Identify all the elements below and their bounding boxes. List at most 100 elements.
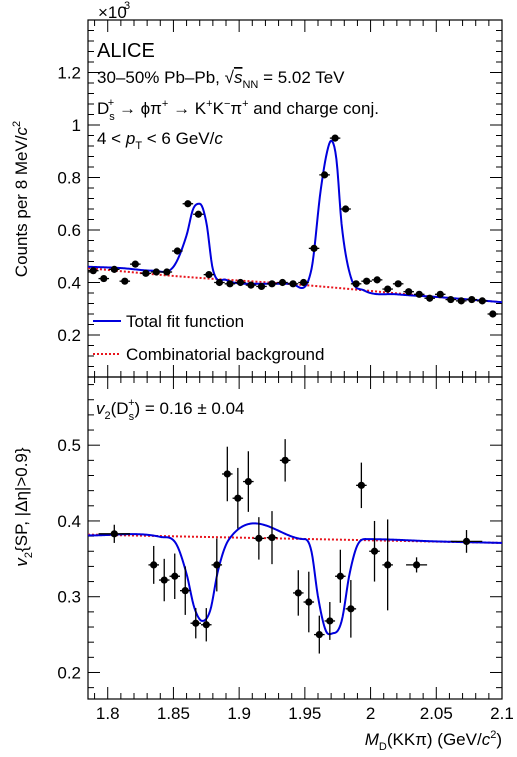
top-data-point	[487, 310, 499, 318]
top-data-point	[361, 277, 372, 285]
x-tick-label: 1.9	[227, 704, 251, 723]
top-data-point	[371, 276, 383, 284]
top-data-point	[477, 297, 488, 305]
top-data-point	[130, 260, 141, 268]
data-marker	[289, 280, 297, 288]
bottom-data-point	[293, 570, 304, 616]
data-marker	[294, 589, 302, 597]
data-marker	[373, 276, 381, 284]
x-axis-title: MD(KKπ) (GeV/c2)	[365, 729, 502, 753]
bottom-data-point	[335, 549, 346, 603]
data-marker	[226, 280, 234, 288]
top-data-point	[224, 280, 236, 288]
top-data-point	[151, 268, 162, 276]
data-marker	[171, 572, 179, 580]
bottom-data-point	[232, 467, 244, 529]
bottom-data-point	[201, 608, 212, 642]
data-marker	[142, 269, 150, 277]
data-marker	[462, 537, 471, 546]
data-marker	[320, 171, 329, 179]
data-marker	[457, 297, 465, 305]
top-data-point	[298, 278, 309, 287]
top-data-point	[434, 290, 446, 298]
collision-system-label: 30–50% Pb–Pb, √sNN = 5.02 TeV	[97, 68, 345, 91]
bottom-data-point	[314, 615, 325, 654]
data-marker	[268, 280, 276, 288]
bottom-data-point	[369, 520, 380, 582]
top-data-point	[109, 265, 120, 273]
data-marker	[205, 271, 213, 279]
data-marker	[436, 290, 444, 298]
data-marker	[247, 281, 255, 289]
top-fit-curves	[87, 139, 503, 304]
top-data-point	[182, 200, 194, 208]
data-marker	[110, 265, 118, 273]
bottom-data-point	[279, 439, 291, 482]
bottom-total-fit-curve	[87, 522, 503, 636]
data-marker	[384, 285, 392, 293]
top-data-point	[266, 280, 278, 288]
bottom-data-points	[98, 439, 483, 654]
bottom-data-point	[266, 511, 278, 565]
bottom-data-point	[169, 553, 180, 599]
data-marker	[194, 210, 202, 218]
bottom-y-tick-label: 0.5	[57, 436, 81, 455]
data-marker	[331, 134, 339, 142]
bottom-y-tick-label: 0.3	[57, 588, 81, 607]
top-data-point	[403, 288, 414, 296]
data-marker	[468, 295, 476, 304]
decay-channel-label: Ds+ → ϕπ+ → K+K−π+ and charge conj.	[97, 97, 379, 123]
y-multiplier-exponent: 3	[124, 0, 130, 12]
x-tick-label: 2.1	[490, 704, 514, 723]
data-marker	[363, 277, 371, 285]
data-marker	[215, 278, 224, 287]
data-marker	[150, 561, 158, 569]
data-marker	[305, 598, 313, 606]
bottom-data-point	[253, 517, 265, 560]
data-marker	[415, 290, 423, 298]
data-marker	[163, 268, 171, 276]
bottom-data-point	[406, 557, 428, 573]
bottom-data-point	[211, 538, 223, 592]
bottom-data-point	[222, 446, 233, 502]
top-data-point	[308, 244, 320, 252]
bottom-y-tick-label: 0.2	[57, 663, 81, 682]
bottom-data-point	[148, 545, 159, 584]
data-marker	[131, 260, 139, 268]
top-data-point	[119, 277, 131, 285]
data-marker	[100, 274, 108, 283]
top-data-point	[392, 280, 404, 288]
top-data-point	[172, 247, 183, 255]
bottom-data-point	[98, 524, 131, 543]
top-data-point	[98, 274, 110, 283]
data-marker	[281, 456, 289, 464]
data-marker	[370, 547, 379, 555]
data-marker	[299, 278, 308, 287]
pt-range-label: 4 < pT < 6 GeV/c	[97, 129, 223, 152]
v2-result-label: v2(Ds+) = 0.16 ± 0.04	[96, 397, 245, 423]
x-tick-label: 1.85	[157, 704, 190, 723]
top-data-point	[350, 280, 362, 288]
bottom-y-axis-title: v2{SP, |Δη|>0.9}	[12, 447, 35, 566]
bottom-data-point	[303, 571, 315, 633]
bottom-data-point	[180, 566, 191, 615]
y-multiplier: ×10	[98, 3, 127, 22]
data-marker	[184, 200, 192, 208]
bottom-data-point	[190, 608, 202, 639]
top-annotations: ALICE 30–50% Pb–Pb, √sNN = 5.02 TeV Ds+ …	[97, 40, 379, 152]
x-tick-label: 1.8	[96, 704, 120, 723]
data-marker	[268, 534, 276, 542]
bottom-data-point	[356, 462, 367, 509]
top-axis-ticks: 0.2 0.4 0.6 0.8 1 1.2	[57, 20, 503, 377]
data-marker	[181, 587, 189, 595]
top-data-point	[88, 267, 99, 275]
top-data-point	[382, 285, 393, 293]
top-data-point	[329, 134, 341, 142]
data-marker	[394, 280, 402, 288]
data-marker	[384, 561, 392, 569]
top-data-point	[319, 171, 330, 179]
data-marker	[310, 244, 318, 252]
legend: Total fit function Combinatorial backgro…	[93, 312, 324, 364]
legend-total-label: Total fit function	[126, 312, 244, 331]
